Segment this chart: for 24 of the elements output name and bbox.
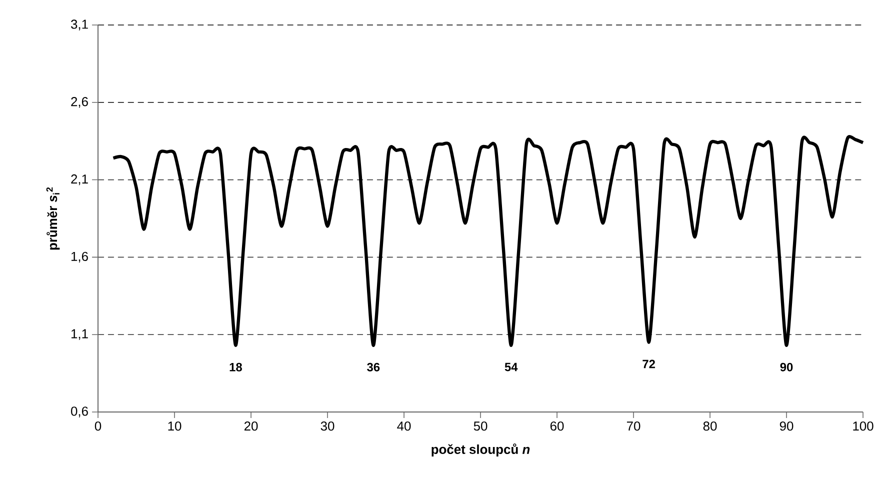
annotation: 72	[642, 360, 655, 368]
y-tick-label: 0,6	[71, 406, 88, 418]
x-axis-title: počet sloupců n	[432, 443, 530, 457]
y-tick-label: 2,1	[71, 174, 88, 186]
y-axis-title: průměr s$_{i}$2	[46, 187, 60, 250]
y-tick-label: 1,6	[71, 252, 88, 263]
x-tick-label: 70	[626, 421, 640, 431]
y-tick-label: 2,6	[71, 97, 88, 108]
annotation: 36	[367, 362, 380, 372]
annotation: 18	[230, 362, 242, 372]
x-tick-label: 20	[244, 421, 258, 431]
x-tick-label: 100	[853, 421, 874, 431]
x-tick-label: 30	[320, 421, 334, 431]
annotation: 90	[780, 362, 793, 372]
x-tick-label: 10	[168, 421, 182, 431]
x-tick-label: 60	[550, 421, 564, 431]
x-tick-label: 90	[780, 421, 794, 431]
x-tick-label: 50	[474, 421, 488, 431]
x-tick-label: 40	[397, 421, 411, 431]
annotation: 54	[504, 362, 518, 372]
y-tick-label: 3,1	[71, 20, 88, 30]
y-tick-label: 1,1	[71, 329, 88, 340]
x-tick-label: 80	[703, 421, 717, 431]
x-tick-label: 0	[94, 421, 102, 431]
